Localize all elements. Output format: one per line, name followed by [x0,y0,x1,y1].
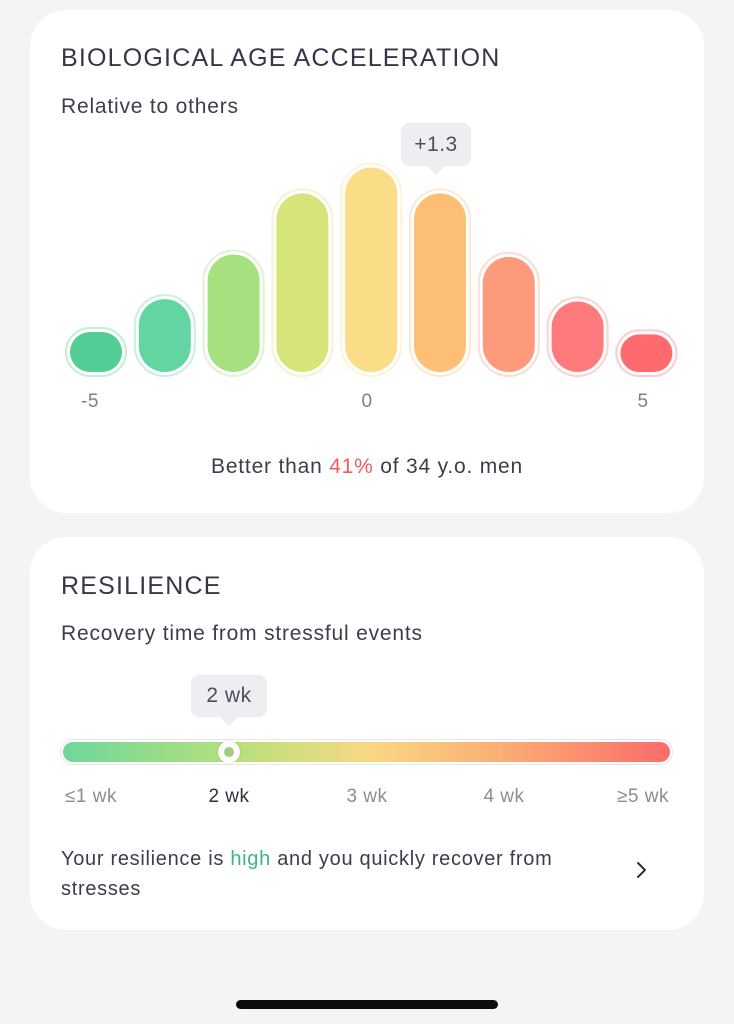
x-tick-label: 5 [637,391,649,412]
distribution-bar-chart [65,162,678,378]
home-indicator [236,1000,498,1009]
chart-bar [138,299,191,372]
chart-bar [482,256,535,372]
scale-tick: 4 wk [483,786,525,807]
chart-bar [620,334,673,372]
resilience-description: Your resilience is high and you quickly … [61,844,601,904]
scale-tick: ≤1 wk [65,786,117,807]
biological-age-card: BIOLOGICAL AGE ACCELERATION Relative to … [30,10,704,513]
chart-bar [551,301,604,372]
chevron-right-icon[interactable] [635,860,649,880]
chart-bar-highlighted [414,193,466,372]
chart-bar [276,193,329,372]
summary-prefix: Better than [211,455,330,478]
chart-bar [70,332,122,372]
scale-tick-selected: 2 wk [208,786,250,807]
scale-tick: ≥5 wk [617,786,669,807]
resilience-gradient-bar [61,740,672,764]
summary-suffix: of 34 y.o. men [373,455,523,478]
scale-tick: 3 wk [346,786,388,807]
desc-prefix: Your resilience is [61,848,231,870]
desc-suffix: and you quickly recover from stresses [61,848,553,900]
card-title: BIOLOGICAL AGE ACCELERATION [61,44,501,72]
chart-bar [345,167,398,372]
resilience-marker [218,741,241,763]
value-tooltip: 2 wk [191,675,267,717]
x-tick-label: -5 [81,391,99,412]
desc-highlight: high [230,848,271,870]
value-tooltip: +1.3 [401,123,471,166]
x-tick-label: 0 [361,391,373,412]
summary-percent: 41% [329,455,374,478]
comparison-summary: Better than 41% of 34 y.o. men [30,455,704,479]
card-subtitle: Recovery time from stressful events [61,622,423,645]
card-title: RESILIENCE [61,572,222,600]
resilience-card[interactable]: RESILIENCE Recovery time from stressful … [30,537,704,930]
chart-bar [207,254,260,372]
card-subtitle: Relative to others [61,95,239,118]
